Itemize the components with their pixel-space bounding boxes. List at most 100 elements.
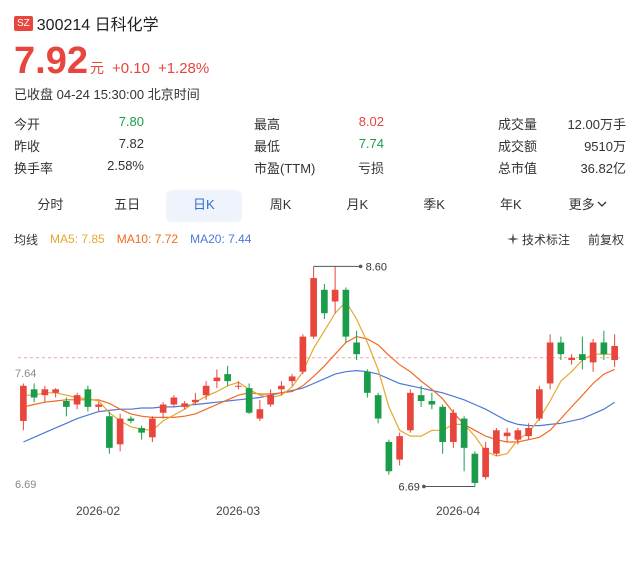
tab-2[interactable]: 日K <box>165 190 243 222</box>
candle-body <box>30 389 38 398</box>
stat-value: 36.82亿 <box>580 160 626 176</box>
candle <box>278 381 285 396</box>
candle <box>439 404 446 454</box>
candle-body <box>536 389 543 419</box>
stat-value: 9510万 <box>584 138 626 154</box>
price-row: 7.92 元 +0.10 +1.28% <box>14 40 638 84</box>
stat-cell: 最低 7.74 <box>254 136 384 155</box>
candle-body <box>503 432 511 437</box>
candle <box>235 381 242 390</box>
candle <box>30 383 38 403</box>
sparkle-icon <box>506 232 519 245</box>
candle <box>503 427 511 442</box>
stat-label: 成交额 <box>498 138 538 154</box>
candle-body <box>374 395 382 419</box>
candle-body <box>557 342 565 355</box>
exchange-badge: SZ <box>14 15 33 31</box>
tab-3[interactable]: 周K <box>269 197 292 212</box>
low-annotation: 6.69 <box>398 481 419 493</box>
market-status: 已收盘 04-24 15:30:00 北京时间 <box>14 87 200 102</box>
tab-5[interactable]: 季K <box>423 197 445 212</box>
candle <box>579 336 586 370</box>
candle <box>331 266 339 314</box>
ma-legend: 均线 MA5: 7.85 MA10: 7.72 MA20: 7.44 技术标注 … <box>14 230 624 248</box>
ma-title: 均线 <box>14 232 39 247</box>
candle <box>536 385 543 421</box>
ma10-value: MA10: 7.72 <box>116 232 179 246</box>
adjust-selector[interactable]: 前复权 <box>587 232 624 247</box>
candle-body <box>428 401 436 405</box>
stat-cell: 成交量 12.00万手 <box>498 114 626 133</box>
candle-body <box>159 404 167 413</box>
candle-body <box>525 427 532 437</box>
candle-body <box>267 395 274 405</box>
candle <box>460 416 468 472</box>
candle <box>73 392 81 410</box>
candle-body <box>95 404 102 407</box>
stat-cell: 最高 8.02 <box>254 114 384 133</box>
candle <box>267 389 274 407</box>
quote-stats: 今开 7.80 最高 8.02 成交量 12.00万手 昨收 7.82 最低 7.74 成交额 951… <box>14 112 626 178</box>
candle <box>600 330 608 361</box>
candle-body <box>116 418 124 445</box>
stats-row: 今开 7.80 最高 8.02 成交量 12.00万手 <box>14 112 626 134</box>
stat-cell: 成交额 9510万 <box>498 136 626 155</box>
last-price: 7.92 <box>14 40 88 82</box>
candle <box>310 266 317 339</box>
candle <box>514 427 522 445</box>
candle <box>213 369 221 389</box>
candle <box>95 402 102 412</box>
candle <box>493 427 500 457</box>
candle <box>428 392 436 410</box>
ma20-value: MA20: 7.44 <box>190 232 252 246</box>
tab-4[interactable]: 月K <box>346 197 369 212</box>
candle-body <box>546 342 554 384</box>
tab-1[interactable]: 五日 <box>114 197 141 212</box>
tab-7[interactable]: 更多 <box>549 190 626 222</box>
candle <box>224 365 231 386</box>
stat-value: 亏损 <box>357 160 384 176</box>
candle <box>482 441 489 480</box>
candle <box>353 330 360 361</box>
candle-body <box>514 430 522 440</box>
candle <box>417 385 425 407</box>
candle-body <box>181 403 188 407</box>
candle-body <box>589 342 597 363</box>
candle-body <box>600 342 608 355</box>
candle-body <box>63 401 70 407</box>
candle <box>116 413 124 452</box>
stock-title: 300214 日科化学 <box>36 17 159 34</box>
candle <box>41 385 49 403</box>
candle-body <box>482 447 489 478</box>
candle-body <box>278 385 285 390</box>
more-tab-label: 更多 <box>568 197 595 212</box>
candle-body <box>321 289 328 314</box>
chevron-down-icon <box>597 201 607 207</box>
candle <box>299 334 307 375</box>
candle <box>557 336 565 361</box>
stat-label: 总市值 <box>498 160 538 176</box>
technical-annotation-label: 技术标注 <box>521 232 570 247</box>
x-axis-label: 2026-04 <box>436 504 480 518</box>
candle <box>170 395 178 407</box>
stat-label: 市盈(TTM) <box>254 160 316 176</box>
stat-label: 今开 <box>14 116 41 132</box>
candle-body <box>73 395 81 405</box>
candle-body <box>256 409 264 419</box>
price-unit: 元 <box>89 60 104 76</box>
candle-body <box>235 385 242 387</box>
candle-body <box>364 371 371 393</box>
candle-body <box>493 430 500 454</box>
tab-6[interactable]: 年K <box>500 197 522 212</box>
candle <box>288 374 296 386</box>
candle <box>245 383 253 414</box>
stat-value: 7.82 <box>118 135 144 151</box>
stats-row: 换手率 2.58% 市盈(TTM) 亏损 总市值 36.82亿 <box>14 156 626 178</box>
candle-body <box>568 357 575 361</box>
technical-annotation-toggle[interactable]: 技术标注 <box>506 231 570 248</box>
candle-body <box>331 289 339 302</box>
candle-body <box>579 354 586 361</box>
tab-0[interactable]: 分时 <box>37 197 64 212</box>
x-axis-label: 2026-03 <box>216 504 260 518</box>
